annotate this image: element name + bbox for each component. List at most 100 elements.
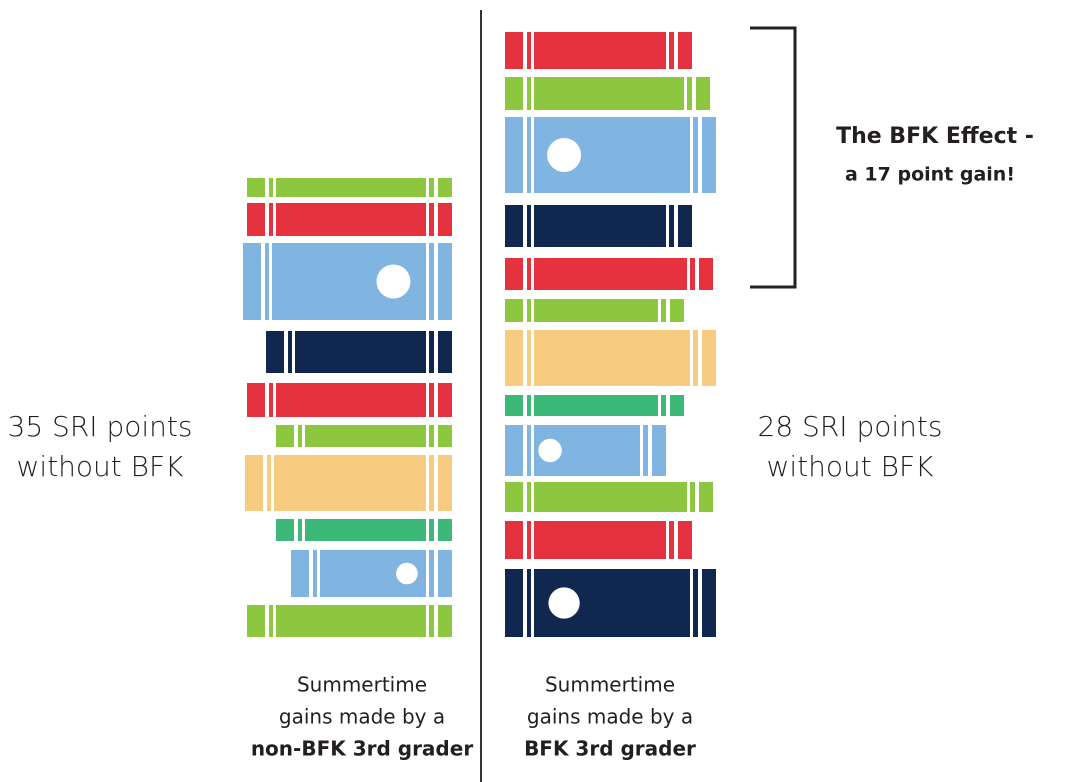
book: [505, 395, 684, 416]
book-spine-stripe: [434, 550, 438, 597]
book-spine-stripe: [687, 482, 690, 512]
book-dot: [396, 562, 418, 585]
book-spine-stripe: [674, 521, 678, 559]
book-spine-stripe: [531, 32, 534, 69]
book-spine-stripe: [523, 521, 527, 559]
book-spine-stripe: [302, 519, 305, 541]
book-spine-stripe: [273, 203, 276, 236]
right-caption: gains made by a: [527, 705, 693, 729]
book-spine-stripe: [674, 32, 678, 69]
book-spine-stripe: [434, 519, 438, 541]
book-spine-stripe: [674, 205, 678, 247]
book: [505, 117, 716, 193]
left-label: 35 SRI points: [8, 410, 193, 443]
book-spine-stripe: [265, 203, 269, 236]
book: [266, 331, 452, 373]
book-spine-stripe: [434, 331, 438, 373]
book-spine-stripe: [698, 569, 702, 637]
book-spine-stripe: [523, 482, 527, 512]
book-spine-stripe: [666, 205, 669, 247]
book-spine-stripe: [265, 383, 269, 417]
book-spine-stripe: [434, 455, 438, 511]
book-dot: [547, 138, 582, 172]
right-label: 28 SRI points: [758, 410, 943, 443]
left-caption: gains made by a: [279, 705, 445, 729]
book-spine-stripe: [531, 205, 534, 247]
book-spine-stripe: [523, 117, 527, 193]
book-spine-stripe: [261, 243, 265, 320]
book-spine-stripe: [434, 178, 438, 197]
right-caption: BFK 3rd grader: [524, 737, 696, 761]
book-spine-stripe: [531, 330, 534, 386]
book-spine-stripe: [531, 258, 534, 290]
book: [276, 425, 452, 447]
book: [247, 203, 452, 236]
book-spine-stripe: [666, 32, 669, 69]
book: [505, 32, 692, 69]
book: [505, 258, 713, 290]
book-spine-stripe: [666, 521, 669, 559]
right-caption: Summertime: [545, 673, 675, 697]
effect-title: The BFK Effect -: [836, 124, 1034, 149]
left-caption: non-BFK 3rd grader: [251, 737, 474, 761]
book-spine-stripe: [687, 258, 690, 290]
book-spine-stripe: [666, 299, 670, 322]
book-spine-stripe: [531, 482, 534, 512]
book-spine-stripe: [658, 299, 661, 322]
book: [505, 299, 684, 322]
book-spine-stripe: [426, 550, 429, 597]
book-spine-stripe: [523, 205, 527, 247]
book-spine-stripe: [426, 383, 429, 417]
book-spine-stripe: [658, 395, 661, 416]
book-spine-stripe: [523, 258, 527, 290]
book: [276, 519, 452, 541]
book-spine-stripe: [666, 395, 670, 416]
book-spine-stripe: [531, 521, 534, 559]
book-spine-stripe: [294, 425, 298, 447]
book-spine-stripe: [426, 519, 429, 541]
book: [247, 605, 452, 637]
book: [247, 383, 452, 417]
right-label: without BFK: [767, 450, 935, 483]
book-spine-stripe: [523, 569, 527, 637]
bracket: [750, 26, 797, 289]
book-spine-stripe: [426, 331, 429, 373]
book: [245, 455, 452, 511]
book-spine-stripe: [284, 331, 288, 373]
book-spine-stripe: [690, 330, 693, 386]
effect-subtitle: a 17 point gain!: [845, 164, 1015, 186]
book-dot: [376, 264, 411, 299]
book-spine-stripe: [434, 383, 438, 417]
book-spine-stripe: [265, 605, 269, 637]
book-spine-stripe: [273, 178, 276, 197]
book: [243, 243, 452, 320]
book-spine-stripe: [426, 203, 429, 236]
book-spine-stripe: [531, 117, 534, 193]
book-spine-stripe: [690, 569, 693, 637]
book-spine-stripe: [434, 605, 438, 637]
book-spine-stripe: [640, 425, 643, 476]
book-spine-stripe: [292, 331, 295, 373]
book-spine-stripe: [426, 425, 429, 447]
book-spine-stripe: [302, 425, 305, 447]
book-spine-stripe: [523, 330, 527, 386]
book-spine-stripe: [271, 455, 274, 511]
book-spine-stripe: [684, 77, 687, 110]
book-spine-stripe: [269, 243, 272, 320]
book-dot: [548, 587, 580, 619]
book-spine-stripe: [690, 117, 693, 193]
book-spine-stripe: [317, 550, 320, 597]
book-spine-stripe: [426, 605, 429, 637]
book-spine-stripe: [523, 425, 527, 476]
book-spine-stripe: [695, 258, 699, 290]
book-spine-stripe: [309, 550, 313, 597]
book-spine-stripe: [648, 425, 652, 476]
book: [505, 569, 716, 637]
book-spine-stripe: [695, 482, 699, 512]
book-spine-stripe: [523, 32, 527, 69]
book-spine-stripe: [426, 178, 429, 197]
book: [247, 178, 452, 197]
book-spine-stripe: [265, 178, 269, 197]
book-spine-stripe: [294, 519, 298, 541]
